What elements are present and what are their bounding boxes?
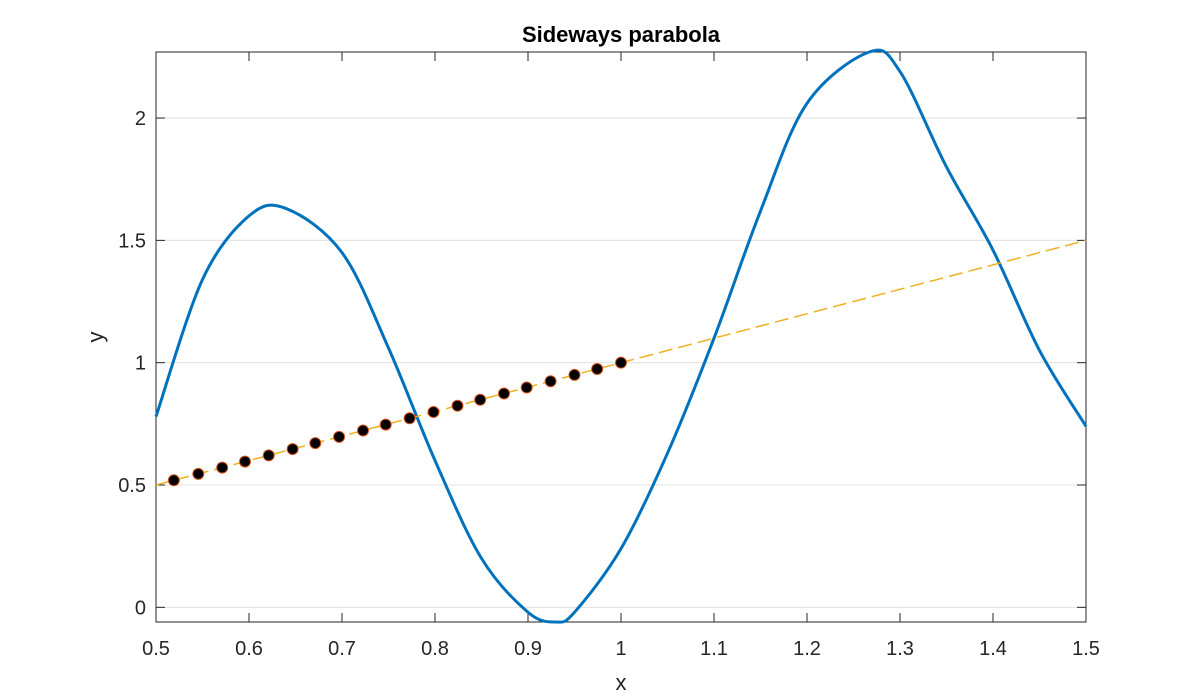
series-layer: [154, 48, 1088, 624]
series-marker-point: [451, 399, 464, 412]
x-axis-label: x: [616, 670, 627, 695]
x-tick-label: 1.2: [793, 638, 821, 660]
series-marker-point: [474, 393, 487, 406]
series-curve-line: [154, 48, 1088, 624]
series-marker-point: [591, 362, 604, 375]
x-tick-label: 1.3: [886, 638, 914, 660]
x-tick-label: 1.4: [979, 638, 1007, 660]
y-tick-label: 0.5: [118, 475, 146, 497]
x-tick-label: 1.5: [1072, 638, 1100, 660]
x-tick-label: 1.1: [700, 638, 728, 660]
x-tick-label: 0.5: [142, 638, 170, 660]
x-tick-label: 1: [615, 638, 626, 660]
series-marker-point: [544, 375, 557, 388]
series-marker-point: [568, 368, 581, 381]
x-tick-label: 0.6: [235, 638, 263, 660]
y-tick-label: 1: [135, 353, 146, 375]
axis-ticks: [155, 52, 1087, 622]
series-marker-point: [427, 406, 440, 419]
series-marker-point: [615, 356, 627, 369]
series-marker-point: [192, 467, 205, 480]
series-marker-point: [333, 430, 346, 443]
tick-labels: 0 0.5 1 1.5 2 0.5 0.6 0.7 0.8 0.9 1 1.1 1.2 1.3 1.4 1.5: [118, 108, 1100, 660]
chart-title: Sideways parabola: [522, 22, 721, 47]
series-marker-point: [262, 449, 275, 462]
series-marker-point: [216, 461, 229, 474]
series-marker-point: [309, 437, 322, 450]
series-marker-point: [357, 424, 370, 437]
series-marker-point: [379, 418, 392, 431]
x-tick-label: 0.8: [421, 638, 449, 660]
y-tick-label: 0: [135, 597, 146, 619]
y-tick-label: 1.5: [118, 230, 146, 252]
x-tick-label: 0.7: [328, 638, 356, 660]
series-marker-point: [498, 387, 511, 400]
series-marker-point: [286, 443, 299, 456]
y-axis-label: y: [83, 332, 108, 343]
x-tick-label: 0.9: [514, 638, 542, 660]
series-marker-point: [167, 474, 180, 487]
series-marker-point: [520, 381, 533, 394]
series-marker-point: [403, 412, 416, 425]
series-marker-point: [239, 455, 252, 468]
y-tick-label: 2: [135, 108, 146, 130]
